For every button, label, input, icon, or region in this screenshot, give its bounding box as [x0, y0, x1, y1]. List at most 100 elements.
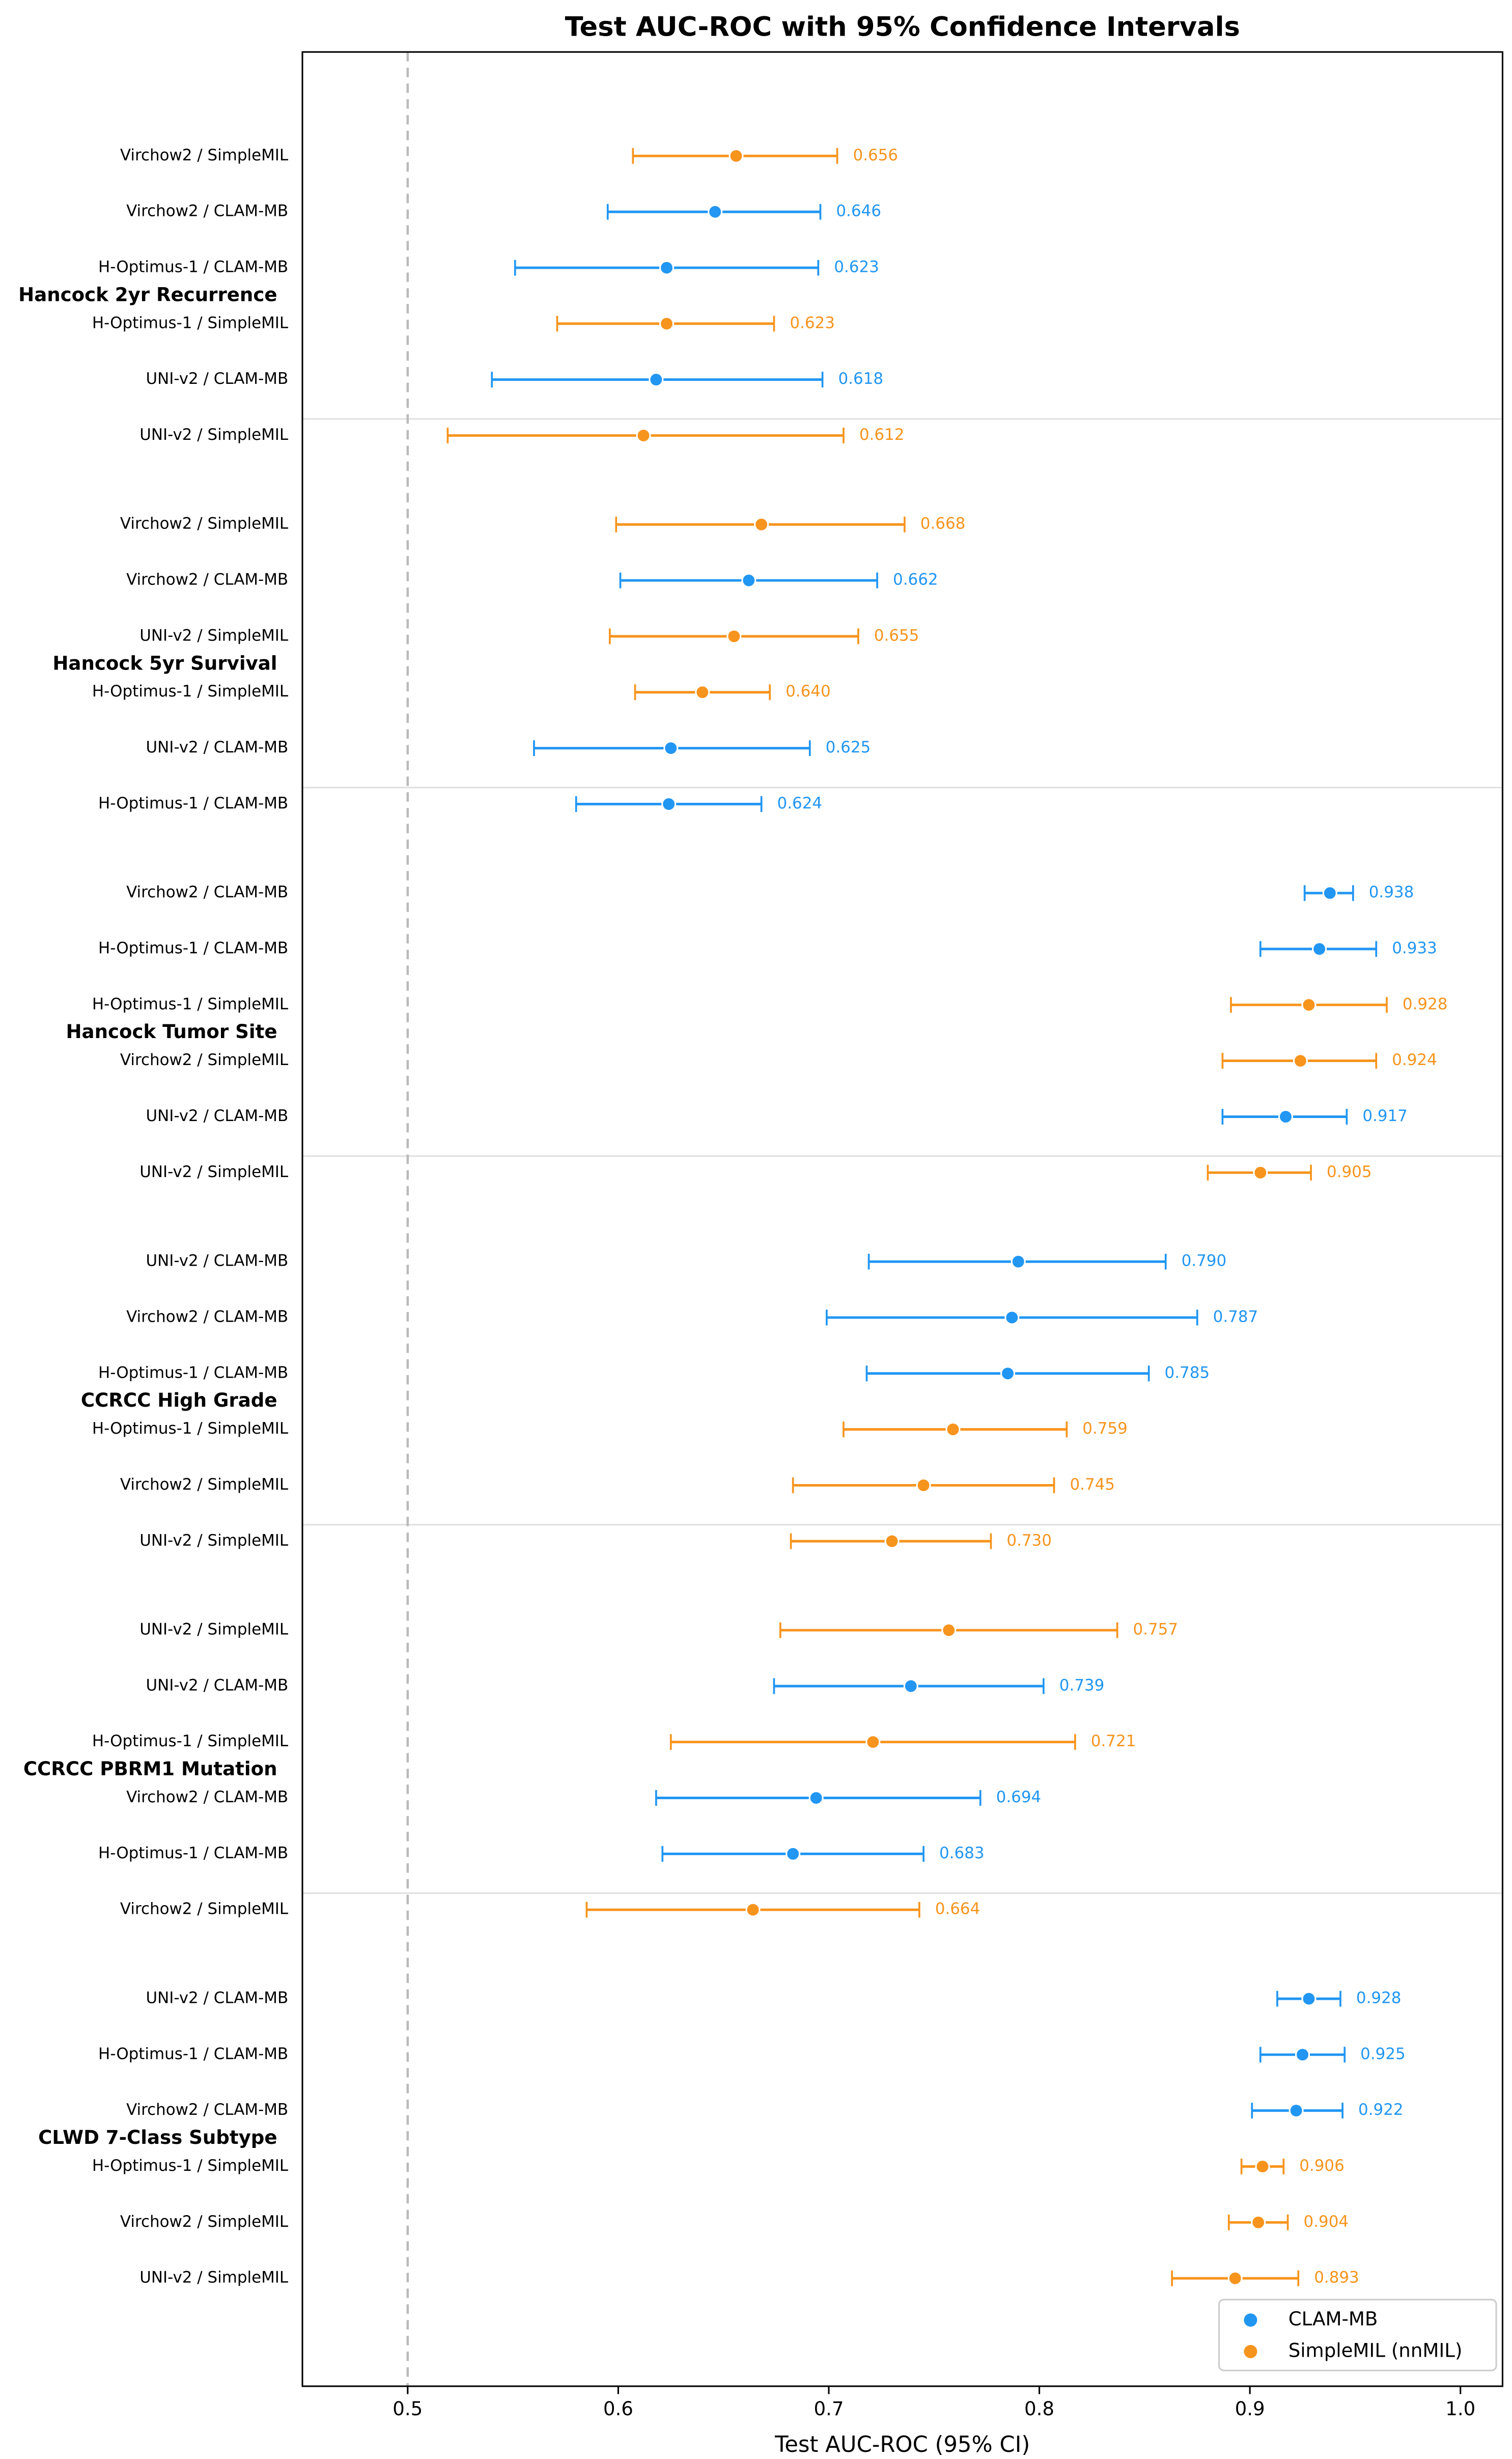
value-label: 0.759 [1082, 1419, 1128, 1438]
x-tick-label: 0.6 [603, 2398, 633, 2420]
row-label: UNI-v2 / CLAM-MB [146, 370, 288, 388]
point [659, 260, 675, 275]
row-label: Virchow2 / CLAM-MB [126, 1788, 288, 1806]
legend-label: SimpleMIL (nnMIL) [1289, 2339, 1463, 2361]
row-label: Virchow2 / SimpleMIL [120, 2213, 289, 2231]
value-label: 0.623 [834, 258, 879, 276]
value-label: 0.745 [1070, 1475, 1115, 1494]
x-tick-label: 0.5 [393, 2398, 423, 2420]
group-label: CCRCC PBRM1 Mutation [23, 1758, 277, 1780]
point [1000, 1366, 1016, 1381]
row-label: H-Optimus-1 / SimpleMIL [92, 314, 289, 332]
point [1301, 997, 1317, 1013]
value-label: 0.893 [1314, 2269, 1359, 2287]
value-label: 0.757 [1133, 1620, 1179, 1639]
point [1227, 2271, 1243, 2286]
point [941, 1623, 957, 1638]
point [1011, 1254, 1026, 1269]
x-tick-label: 0.8 [1024, 2398, 1054, 2420]
point [808, 1790, 824, 1806]
chart-title: Test AUC-ROC with 95% Confidence Interva… [565, 11, 1240, 42]
x-tick-label: 0.7 [814, 2398, 844, 2420]
value-label: 0.664 [935, 1900, 981, 1918]
value-label: 0.928 [1403, 995, 1448, 1013]
point [659, 316, 675, 331]
row-label: UNI-v2 / CLAM-MB [146, 738, 288, 757]
row-label: UNI-v2 / SimpleMIL [139, 1531, 289, 1550]
value-label: 0.694 [996, 1788, 1042, 1806]
value-label: 0.790 [1182, 1252, 1227, 1270]
value-label: 0.904 [1304, 2213, 1349, 2231]
row-label: Virchow2 / SimpleMIL [120, 1900, 289, 1918]
point [1312, 941, 1327, 957]
value-label: 0.730 [1006, 1531, 1052, 1550]
row-label: Virchow2 / SimpleMIL [120, 515, 289, 533]
row-label: Virchow2 / SimpleMIL [120, 1475, 289, 1494]
value-label: 0.662 [893, 571, 938, 589]
row-label: H-Optimus-1 / SimpleMIL [92, 1419, 289, 1438]
point [1004, 1310, 1020, 1325]
group-label: CCRCC High Grade [81, 1389, 277, 1411]
row-label: UNI-v2 / CLAM-MB [146, 1252, 288, 1270]
point [1301, 1991, 1317, 2006]
row-label: Virchow2 / CLAM-MB [126, 571, 288, 589]
value-label: 0.938 [1369, 883, 1414, 902]
value-label: 0.612 [859, 426, 905, 444]
group-label: Hancock 2yr Recurrence [18, 284, 277, 305]
legend-marker [1244, 2313, 1257, 2327]
x-tick-label: 1.0 [1445, 2398, 1475, 2420]
point [903, 1679, 918, 1694]
row-label: UNI-v2 / SimpleMIL [139, 426, 289, 444]
row-label: H-Optimus-1 / SimpleMIL [92, 682, 289, 701]
row-label: H-Optimus-1 / CLAM-MB [98, 1844, 288, 1862]
row-label: Virchow2 / SimpleMIL [120, 1051, 289, 1069]
row-label: Virchow2 / CLAM-MB [126, 1307, 288, 1326]
point [945, 1422, 961, 1437]
x-axis-label: Test AUC-ROC (95% CI) [774, 2432, 1030, 2457]
value-label: 0.928 [1356, 1989, 1402, 2007]
value-label: 0.646 [836, 202, 881, 220]
value-label: 0.922 [1358, 2101, 1404, 2119]
value-label: 0.905 [1327, 1163, 1372, 1181]
point [1278, 1109, 1293, 1125]
row-label: Virchow2 / SimpleMIL [120, 146, 289, 164]
legend-label: CLAM-MB [1289, 2308, 1378, 2330]
value-label: 0.739 [1059, 1676, 1105, 1694]
row-label: UNI-v2 / SimpleMIL [139, 626, 289, 645]
value-label: 0.683 [939, 1844, 985, 1862]
point [1251, 2215, 1266, 2230]
point [786, 1846, 801, 1861]
value-label: 0.924 [1392, 1051, 1437, 1069]
group-label: CLWD 7-Class Subtype [38, 2127, 277, 2148]
row-label: H-Optimus-1 / CLAM-MB [98, 2045, 288, 2063]
plot-frame [301, 51, 1503, 2387]
row-label: UNI-v2 / SimpleMIL [139, 2269, 289, 2287]
point [649, 372, 664, 387]
row-label: H-Optimus-1 / CLAM-MB [98, 794, 288, 813]
point [745, 1902, 761, 1917]
value-label: 0.787 [1213, 1307, 1258, 1326]
value-label: 0.785 [1165, 1363, 1210, 1382]
row-label: Virchow2 / CLAM-MB [126, 202, 288, 220]
row-label: UNI-v2 / CLAM-MB [146, 1989, 288, 2007]
value-label: 0.625 [826, 738, 871, 757]
row-label: H-Optimus-1 / CLAM-MB [98, 258, 288, 276]
row-label: UNI-v2 / SimpleMIL [139, 1620, 289, 1639]
point [663, 741, 679, 756]
point [884, 1533, 900, 1549]
point [1295, 2047, 1310, 2062]
value-label: 0.668 [920, 515, 966, 533]
row-label: H-Optimus-1 / SimpleMIL [92, 1732, 289, 1750]
value-label: 0.624 [777, 794, 823, 813]
point [1253, 1165, 1268, 1180]
row-label: H-Optimus-1 / CLAM-MB [98, 1363, 288, 1382]
value-label: 0.721 [1091, 1732, 1136, 1750]
row-label: UNI-v2 / CLAM-MB [146, 1107, 288, 1125]
value-label: 0.618 [838, 370, 883, 388]
value-label: 0.906 [1299, 2157, 1345, 2175]
point [1289, 2103, 1304, 2118]
point [726, 629, 742, 644]
value-label: 0.933 [1392, 939, 1437, 958]
point [1293, 1053, 1308, 1069]
